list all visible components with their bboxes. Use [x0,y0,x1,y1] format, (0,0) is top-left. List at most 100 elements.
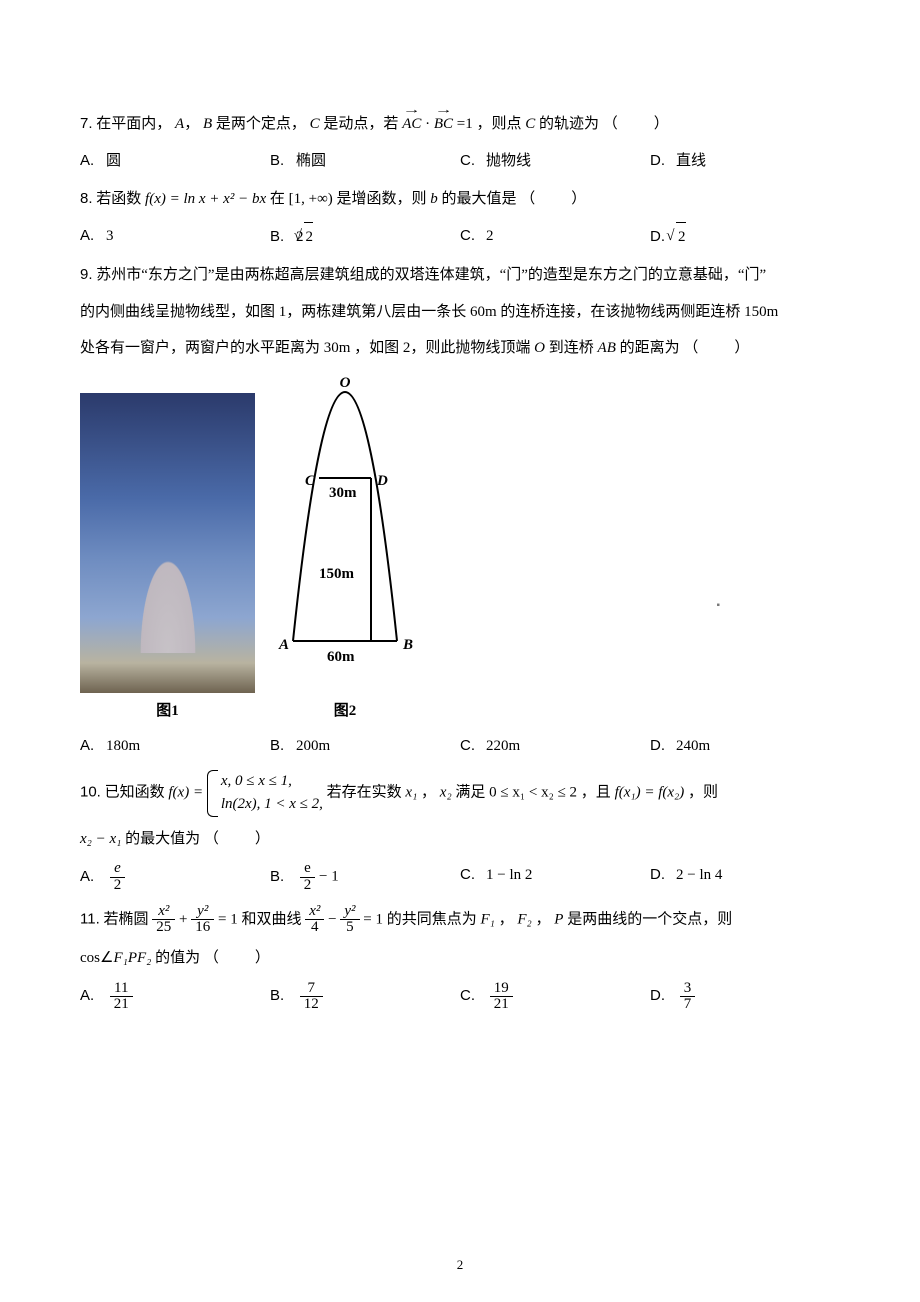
parabola-group [293,392,397,641]
q10-x1: x₁ [405,785,417,801]
q11-text-d: ， [536,911,555,927]
piecewise-brace: x, 0 ≤ x ≤ 1, ln(2x), 1 < x ≤ 2, [207,770,323,817]
question-9: 9. 苏州市“东方之门”是由两栋超高层建筑组成的双塔连体建筑，“门”的造型是东方… [80,261,840,290]
q11-hyp-ynum: y² [344,903,355,919]
q10-text-a: 已知函数 [105,785,169,801]
q9-number: 9. [80,266,93,283]
fraction: x² 4 [305,904,324,937]
opt-label: B. [270,223,296,252]
opt-label: B. [270,863,296,892]
q9-line3a: 处各有一窗户，两窗户的水平距离为 30m ，如图 2，则此抛物线顶端 [80,340,534,356]
q10-text-d: ，则 [688,785,718,801]
q7-text-b: 是两个定点， [216,116,306,132]
q11-opt-a: A. 11 21 [80,981,270,1014]
q11-text-e: 是两曲线的一个交点，则 [567,911,732,927]
q11-opt-d: D. 3 7 [650,981,840,1014]
q7-blank-paren: （ ） [603,116,671,132]
q10-text-c: 满足 0 ≤ x₁ < x₂ ≤ 2 ，且 [455,785,614,801]
q11-a-num: 11 [110,981,133,998]
q8-opt-b: B.22 [270,222,460,252]
q11-hyp-yden: 5 [340,920,359,936]
opt-label: A. [80,982,106,1011]
opt-label: C. [460,147,486,176]
fraction: 19 21 [490,981,513,1014]
q9-opt-d-text: 240m [676,738,710,754]
q10-options: A. e 2 B. e 2 − 1 C.1 − ln 2 D.2 − ln 4 [80,861,840,894]
exam-page: 7. 在平面内， A， B 是两个定点， C 是动点，若 AC · BC =1 … [0,0,920,1302]
q9-figures: 图1 O C D A B 30m 150m [80,373,840,726]
vector-BC: BC [434,110,453,139]
fraction: x² 25 [152,904,175,937]
q8-opt-c-text: 2 [486,228,494,244]
q8-opt-d: D.2 [650,222,840,252]
vec-bc-label: BC [434,116,453,132]
q11-number: 11. [80,910,100,927]
q9-opt-c: C.220m [460,732,650,761]
q9-O: O [534,340,545,356]
opt-label: B. [270,147,296,176]
opt-label: D. [650,732,676,761]
q8-number: 8. [80,190,93,207]
opt-label: C. [460,732,486,761]
q11-b-den: 12 [300,997,323,1013]
opt-label: D. [650,861,676,890]
opt-label: D. [650,147,676,176]
q11-hyp-xnum: x² [309,903,320,919]
fraction: e 2 [300,861,316,894]
figure-2-wrap: O C D A B 30m 150m 60m 图2 [285,373,405,726]
fraction: 3 7 [680,981,696,1014]
q9-opt-a: A.180m [80,732,270,761]
q7-A: A [175,116,184,132]
watermark-dot: ▪ [716,596,720,615]
q8-opt-c: C.2 [460,222,650,252]
q10-line2-text: 的最大值为 [125,831,200,847]
q7-comma1: ， [184,116,199,132]
q7-opt-c-text: 抛物线 [486,153,531,169]
q9-line3b: 到连桥 [549,340,598,356]
q7-text-d: ，则点 [477,116,526,132]
q8-blank-paren: （ ） [520,191,588,207]
q7-C: C [310,116,320,132]
figure-2-parabola: O C D A B 30m 150m 60m [285,373,405,683]
q9-opt-d: D.240m [650,732,840,761]
vec-ac-label: AC [402,116,421,132]
q11-ell-ynum: y² [197,903,208,919]
q10-blank-paren: （ ） [204,831,272,847]
q11-b-num: 7 [300,981,323,998]
q8-text-b: 在 [1, +∞) 是增函数，则 [270,191,430,207]
page-number: 2 [0,1253,920,1278]
q7-C2: C [525,116,535,132]
q8-opt-b-rad: 2 [306,229,314,245]
q9-line2: 的内侧曲线呈抛物线型，如图 1，两栋建筑第八层由一条长 60m 的连桥连接，在该… [80,298,840,327]
q7-text-e: 的轨迹为 [539,116,599,132]
question-7: 7. 在平面内， A， B 是两个定点， C 是动点，若 AC · BC =1 … [80,110,840,139]
q9-opt-a-text: 180m [106,738,140,754]
lengths-group: 30m 150m 60m [319,485,357,665]
opt-label: A. [80,147,106,176]
q9-opt-b-text: 200m [296,738,330,754]
q7-opt-d: D.直线 [650,147,840,176]
q8-opt-a-text: 3 [106,228,114,244]
q11-ell-xden: 25 [152,920,175,936]
q7-opt-a: A.圆 [80,147,270,176]
q9-blank-paren: （ ） [683,340,751,356]
opt-label: B. [270,982,296,1011]
q9-line3-wrap: 处各有一窗户，两窗户的水平距离为 30m ，如图 2，则此抛物线顶端 O 到连桥… [80,334,840,363]
q11-line2b: 的值为 [155,950,200,966]
q8-text-c: 的最大值是 [442,191,517,207]
q11-text-a: 若椭圆 [104,911,153,927]
label-A: A [278,637,289,653]
q11-line2: cos∠F₁PF₂ 的值为 （ ） [80,944,840,973]
opt-label: D. [650,982,676,1011]
q8-options: A.3 B. 2 2 C.2 D.2 [80,222,840,252]
q10-b-num: e [300,861,316,878]
fraction: y² 16 [191,904,214,937]
q8-opt-a: A.3 [80,222,270,252]
q7-opt-a-text: 圆 [106,153,121,169]
q11-options: A. 11 21 B. 7 12 C. 19 21 D. 3 7 [80,981,840,1014]
q7-number: 7. [80,115,93,132]
opt-label: A. [80,732,106,761]
q11-hyp-tail: = 1 [363,911,383,927]
question-10: 10. 已知函数 f(x) = x, 0 ≤ x ≤ 1, ln(2x), 1 … [80,770,840,817]
q10-line2: x₂ − x₁ 的最大值为 （ ） [80,825,840,854]
